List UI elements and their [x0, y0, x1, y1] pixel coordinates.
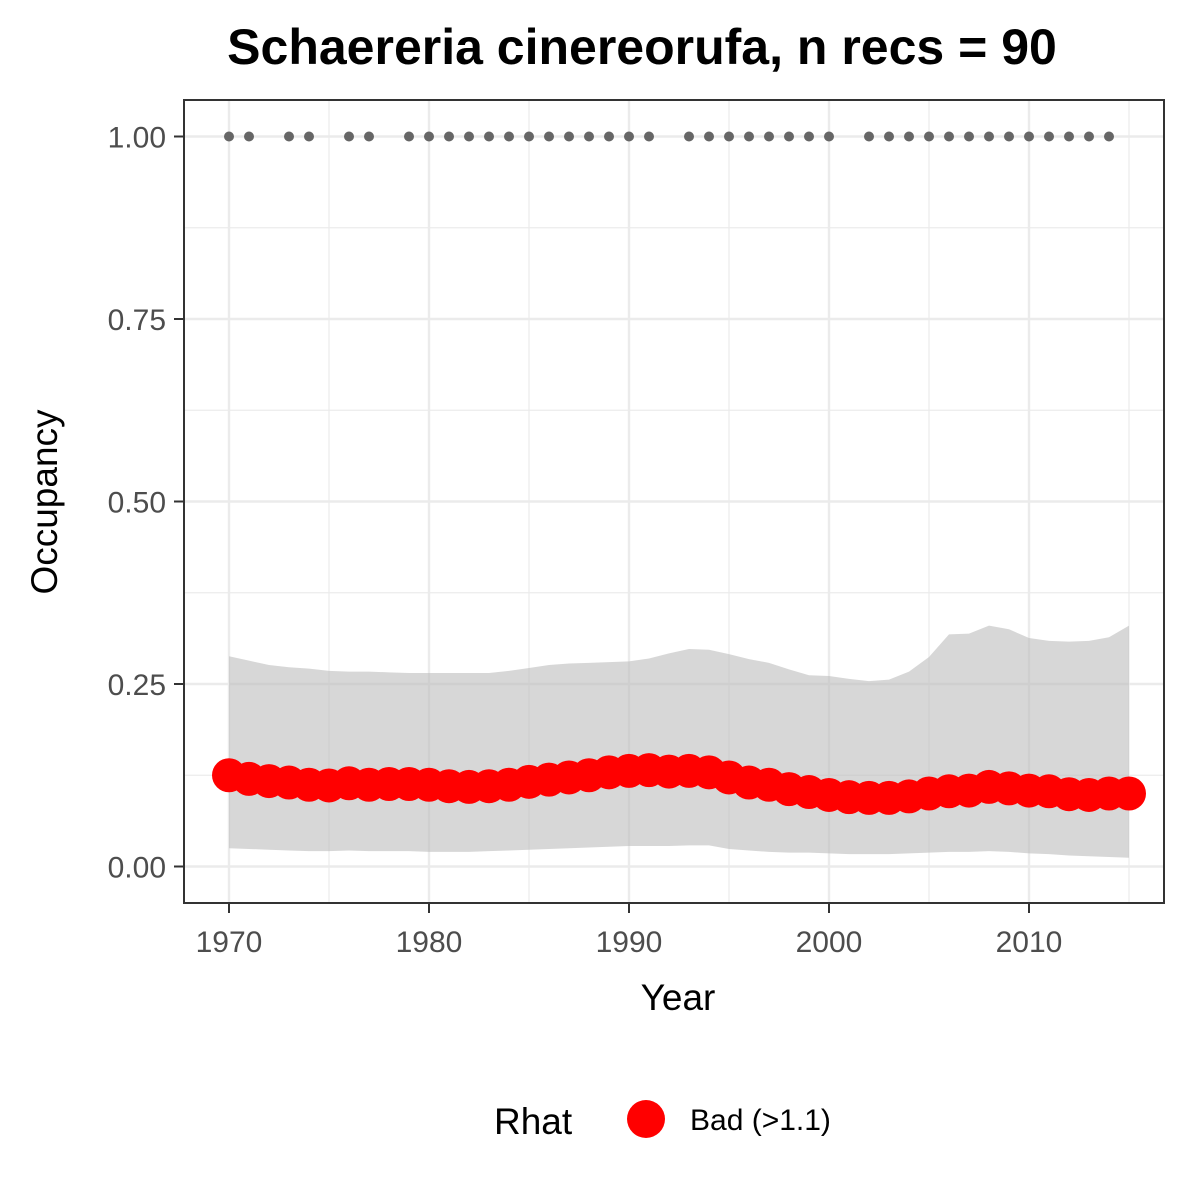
legend: Rhat Bad (>1.1) [494, 1100, 831, 1142]
y-axis-title: Occupancy [24, 409, 65, 595]
record-point [464, 131, 474, 142]
y-tick-label: 0.75 [108, 304, 166, 337]
record-point [604, 131, 614, 142]
record-point [824, 131, 834, 142]
record-point [564, 131, 574, 142]
x-tick-label: 1990 [596, 926, 663, 959]
legend-swatch-bad [627, 1100, 665, 1138]
record-point [544, 131, 554, 142]
record-point [964, 131, 974, 142]
record-point [764, 131, 774, 142]
y-tick-label: 0.00 [108, 852, 166, 885]
record-point [444, 131, 454, 142]
record-point [424, 131, 434, 142]
record-point [704, 131, 714, 142]
record-point [344, 131, 354, 142]
record-point [1064, 131, 1074, 142]
record-point [364, 131, 374, 142]
record-point [524, 131, 534, 142]
record-points [224, 131, 1114, 142]
legend-title: Rhat [494, 1101, 573, 1142]
plot-panel [183, 99, 1165, 904]
record-point [744, 131, 754, 142]
y-tick-label: 0.25 [108, 669, 166, 702]
x-tick-label: 2010 [996, 926, 1063, 959]
record-point [244, 131, 254, 142]
record-point [484, 131, 494, 142]
y-tick-label: 0.50 [108, 487, 166, 520]
record-point [624, 131, 634, 142]
occupancy-point [1112, 776, 1146, 811]
x-axis-title: Year [641, 977, 716, 1018]
record-point [1024, 131, 1034, 142]
record-point [284, 131, 294, 142]
confidence-ribbon [229, 625, 1129, 858]
record-point [644, 131, 654, 142]
record-point [904, 131, 914, 142]
record-point [224, 131, 234, 142]
y-tick-label: 1.00 [108, 122, 166, 155]
x-tick-label: 1970 [196, 926, 263, 959]
occupancy-points [212, 753, 1146, 815]
record-point [504, 131, 514, 142]
record-point [884, 131, 894, 142]
record-point [1004, 131, 1014, 142]
record-point [1084, 131, 1094, 142]
record-point [864, 131, 874, 142]
record-point [984, 131, 994, 142]
record-point [404, 131, 414, 142]
legend-label-bad: Bad (>1.1) [690, 1104, 831, 1137]
record-point [304, 131, 314, 142]
x-tick-label: 2000 [796, 926, 863, 959]
x-axis: 1970 1980 1990 2000 2010 [196, 903, 1063, 959]
x-tick-label: 1980 [396, 926, 463, 959]
record-point [924, 131, 934, 142]
record-point [804, 131, 814, 142]
chart-title: Schaereria cinereorufa, n recs = 90 [227, 19, 1057, 75]
record-point [784, 131, 794, 142]
record-point [724, 131, 734, 142]
record-point [1104, 131, 1114, 142]
record-point [944, 131, 954, 142]
y-axis: 0.00 0.25 0.50 0.75 1.00 [108, 122, 184, 885]
record-point [1044, 131, 1054, 142]
record-point [684, 131, 694, 142]
record-point [584, 131, 594, 142]
